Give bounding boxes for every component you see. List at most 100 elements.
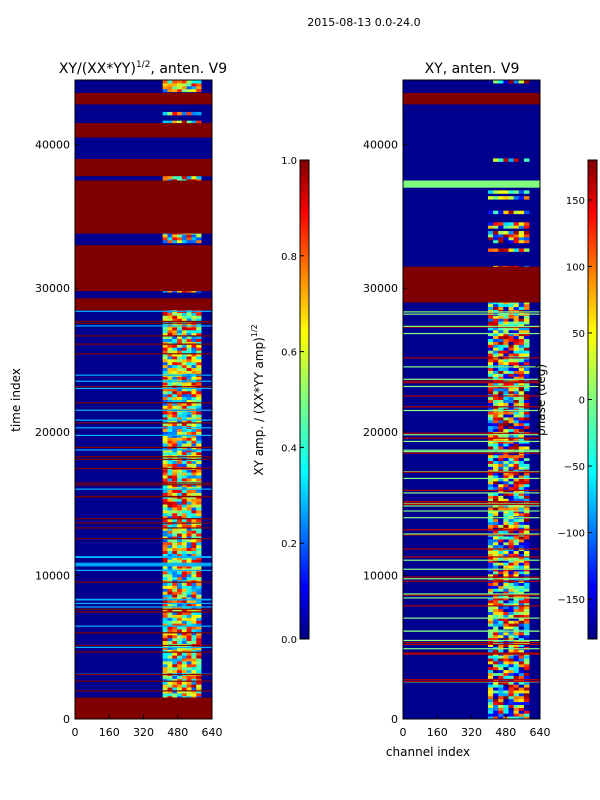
heatmap-cell bbox=[167, 368, 172, 371]
heatmap-cell bbox=[508, 600, 514, 603]
heatmap-cell bbox=[503, 353, 509, 356]
heatmap-streak bbox=[403, 314, 540, 315]
heatmap-cell bbox=[196, 513, 201, 516]
heatmap-cell bbox=[514, 463, 520, 466]
heatmap-cell bbox=[503, 240, 509, 243]
heatmap-cell bbox=[493, 609, 499, 612]
heatmap-cell bbox=[508, 234, 514, 237]
heatmap-cell bbox=[172, 693, 177, 696]
right-colorbar: 150100500−50−100−150 phase (deg) bbox=[534, 160, 597, 639]
heatmap-cell bbox=[182, 490, 187, 493]
heatmap-cell bbox=[182, 661, 187, 664]
heatmap-cell bbox=[498, 536, 504, 539]
heatmap-cell bbox=[196, 545, 201, 548]
heatmap-cell bbox=[187, 327, 192, 330]
heatmap-cell bbox=[488, 211, 494, 214]
heatmap-cell bbox=[503, 626, 509, 629]
heatmap-cell bbox=[514, 234, 520, 237]
heatmap-cell bbox=[196, 501, 201, 504]
heatmap-cell bbox=[191, 629, 196, 632]
heatmap-cell bbox=[172, 548, 177, 551]
heatmap-cell bbox=[519, 222, 525, 225]
heatmap-cell bbox=[172, 530, 177, 533]
heatmap-cell bbox=[503, 362, 509, 365]
heatmap-cell bbox=[191, 362, 196, 365]
heatmap-cell bbox=[177, 478, 182, 481]
heatmap-cell bbox=[508, 487, 514, 490]
heatmap-cell bbox=[196, 571, 201, 574]
heatmap-cell bbox=[508, 702, 514, 705]
colorbar-tick-label: −150 bbox=[558, 595, 585, 606]
heatmap-cell bbox=[519, 190, 525, 193]
heatmap-cell bbox=[488, 359, 494, 362]
heatmap-cell bbox=[508, 675, 514, 678]
heatmap-cell bbox=[167, 490, 172, 493]
heatmap-cell bbox=[498, 423, 504, 426]
heatmap-cell bbox=[493, 693, 499, 696]
left-heatmap bbox=[75, 80, 212, 720]
heatmap-cell bbox=[524, 391, 530, 394]
heatmap-cell bbox=[514, 571, 520, 574]
heatmap-streak bbox=[75, 386, 212, 387]
heatmap-cell bbox=[493, 614, 499, 617]
heatmap-cell bbox=[503, 707, 509, 710]
heatmap-cell bbox=[163, 539, 168, 542]
heatmap-cell bbox=[182, 362, 187, 365]
right-panel: XY, anten. V9 0 160 320 480 640 010000200003… bbox=[363, 61, 551, 759]
heatmap-cell bbox=[498, 670, 504, 673]
heatmap-cell bbox=[524, 397, 530, 400]
heatmap-cell bbox=[519, 397, 525, 400]
heatmap-cell bbox=[196, 582, 201, 585]
heatmap-cell bbox=[524, 484, 530, 487]
heatmap-cell bbox=[488, 664, 494, 667]
right-colorbar-label: phase (deg) bbox=[534, 364, 548, 436]
heatmap-cell bbox=[191, 588, 196, 591]
heatmap-cell bbox=[519, 571, 525, 574]
heatmap-cell bbox=[524, 661, 530, 664]
y-tick-label: 30000 bbox=[35, 282, 70, 295]
heatmap-cell bbox=[488, 339, 494, 342]
heatmap-cell bbox=[163, 83, 168, 86]
heatmap-cell bbox=[503, 196, 509, 199]
heatmap-cell bbox=[167, 405, 172, 408]
heatmap-cell bbox=[508, 690, 514, 693]
heatmap-cell bbox=[503, 417, 509, 420]
heatmap-cell bbox=[503, 609, 509, 612]
heatmap-cell bbox=[196, 664, 201, 667]
heatmap-cell bbox=[187, 429, 192, 432]
heatmap-cell bbox=[498, 684, 504, 687]
heatmap-cell bbox=[524, 158, 530, 161]
heatmap-cell bbox=[514, 519, 520, 522]
heatmap-cell bbox=[172, 460, 177, 463]
heatmap-cell bbox=[503, 696, 509, 699]
heatmap-cell bbox=[508, 585, 514, 588]
heatmap-cell bbox=[508, 231, 514, 234]
heatmap-cell bbox=[493, 487, 499, 490]
heatmap-cell bbox=[187, 582, 192, 585]
heatmap-cell bbox=[503, 521, 509, 524]
heatmap-cell bbox=[182, 370, 187, 373]
heatmap-cell bbox=[493, 307, 499, 310]
heatmap-cell bbox=[514, 458, 520, 461]
heatmap-cell bbox=[508, 248, 514, 251]
heatmap-cell bbox=[187, 504, 192, 507]
heatmap-streak bbox=[403, 505, 540, 506]
heatmap-cell bbox=[172, 365, 177, 368]
heatmap-streak bbox=[75, 518, 212, 519]
heatmap-cell bbox=[498, 353, 504, 356]
heatmap-cell bbox=[519, 582, 525, 585]
heatmap-cell bbox=[503, 397, 509, 400]
heatmap-cell bbox=[163, 498, 168, 501]
heatmap-cell bbox=[519, 426, 525, 429]
heatmap-streak bbox=[403, 357, 540, 358]
heatmap-cell bbox=[519, 353, 525, 356]
heatmap-cell bbox=[519, 237, 525, 240]
heatmap-cell bbox=[524, 196, 530, 199]
heatmap-cell bbox=[196, 588, 201, 591]
heatmap-cell bbox=[514, 196, 520, 199]
heatmap-cell bbox=[493, 696, 499, 699]
heatmap-cell bbox=[524, 222, 530, 225]
heatmap-cell bbox=[508, 495, 514, 498]
heatmap-cell bbox=[493, 341, 499, 344]
heatmap-cell bbox=[187, 368, 192, 371]
